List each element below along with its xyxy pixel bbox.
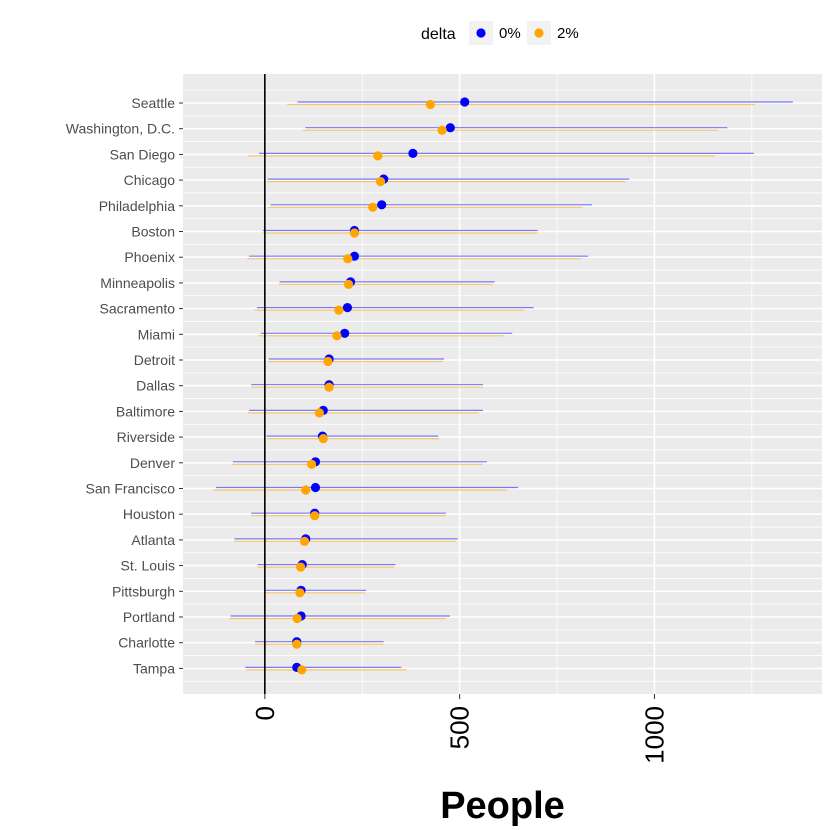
y-tick-label: St. Louis bbox=[121, 558, 175, 574]
y-tick-label: Portland bbox=[123, 609, 175, 625]
range-lines bbox=[213, 101, 793, 671]
legend: delta 0% 2% bbox=[421, 21, 579, 45]
point-0pct bbox=[340, 328, 350, 338]
y-tick-label: Chicago bbox=[124, 172, 176, 188]
y-tick-label: Seattle bbox=[131, 95, 175, 111]
x-axis-title: People bbox=[440, 785, 565, 827]
point-2pct bbox=[297, 665, 307, 675]
legend-marker-0pct bbox=[476, 28, 486, 38]
point-2pct bbox=[292, 639, 302, 649]
points bbox=[292, 97, 470, 675]
y-tick-label: Miami bbox=[138, 326, 175, 342]
y-tick-label: Riverside bbox=[117, 429, 176, 445]
legend-label-0pct: 0% bbox=[499, 25, 521, 42]
y-tick-label: Baltimore bbox=[116, 403, 175, 419]
point-2pct bbox=[343, 279, 354, 289]
legend-label-2pct: 2% bbox=[557, 25, 579, 42]
y-tick-label: San Francisco bbox=[86, 481, 176, 497]
point-0pct bbox=[377, 200, 387, 210]
point-2pct bbox=[310, 511, 320, 521]
y-tick-label: Minneapolis bbox=[100, 275, 175, 291]
y-tick-label: Philadelphia bbox=[99, 198, 175, 214]
legend-marker-2pct bbox=[534, 28, 544, 38]
y-tick-label: Houston bbox=[123, 506, 175, 522]
point-2pct bbox=[295, 588, 305, 598]
point-0pct bbox=[445, 123, 455, 133]
y-tick-label: Dallas bbox=[136, 378, 175, 394]
point-0pct bbox=[408, 148, 418, 158]
point-2pct bbox=[334, 305, 344, 315]
point-2pct bbox=[323, 356, 333, 367]
point-2pct bbox=[292, 613, 302, 624]
y-tick-label: Pittsburgh bbox=[112, 583, 175, 599]
y-tick-label: Boston bbox=[131, 224, 175, 240]
point-2pct bbox=[324, 382, 334, 392]
y-tick-label: Washington, D.C. bbox=[66, 121, 175, 137]
y-tick-label: Charlotte bbox=[118, 635, 175, 651]
point-2pct bbox=[306, 459, 317, 469]
point-2pct bbox=[296, 562, 306, 572]
point-0pct bbox=[310, 482, 321, 493]
x-axis: 0 500 1000 bbox=[250, 694, 669, 764]
y-tick-label: Sacramento bbox=[100, 301, 176, 317]
grid bbox=[183, 74, 822, 694]
point-0pct bbox=[342, 303, 353, 313]
y-tick-label: Tampa bbox=[133, 660, 175, 676]
point-2pct bbox=[318, 434, 328, 444]
point-2pct bbox=[299, 536, 310, 547]
point-2pct bbox=[301, 485, 311, 495]
point-0pct bbox=[460, 97, 470, 107]
y-axis: Seattle Washington, D.C. San Diego Chicago P… bbox=[66, 95, 183, 676]
x-tick-label: 1000 bbox=[639, 706, 669, 764]
point-2pct bbox=[375, 177, 386, 187]
point-2pct bbox=[425, 99, 436, 110]
point-2pct bbox=[332, 331, 342, 341]
x-tick-label: 0 bbox=[250, 706, 280, 720]
point-2pct bbox=[373, 151, 383, 161]
y-tick-label: Detroit bbox=[134, 352, 175, 368]
point-2pct bbox=[368, 202, 378, 212]
x-tick-label: 500 bbox=[445, 706, 475, 749]
y-tick-label: Atlanta bbox=[131, 532, 175, 548]
point-2pct bbox=[437, 125, 447, 135]
legend-title: delta bbox=[421, 26, 456, 43]
y-tick-label: Denver bbox=[130, 455, 175, 471]
point-2pct bbox=[349, 228, 360, 238]
point-2pct bbox=[343, 254, 353, 264]
point-2pct bbox=[314, 408, 324, 418]
y-tick-label: Phoenix bbox=[124, 249, 175, 265]
y-tick-label: San Diego bbox=[110, 146, 176, 162]
